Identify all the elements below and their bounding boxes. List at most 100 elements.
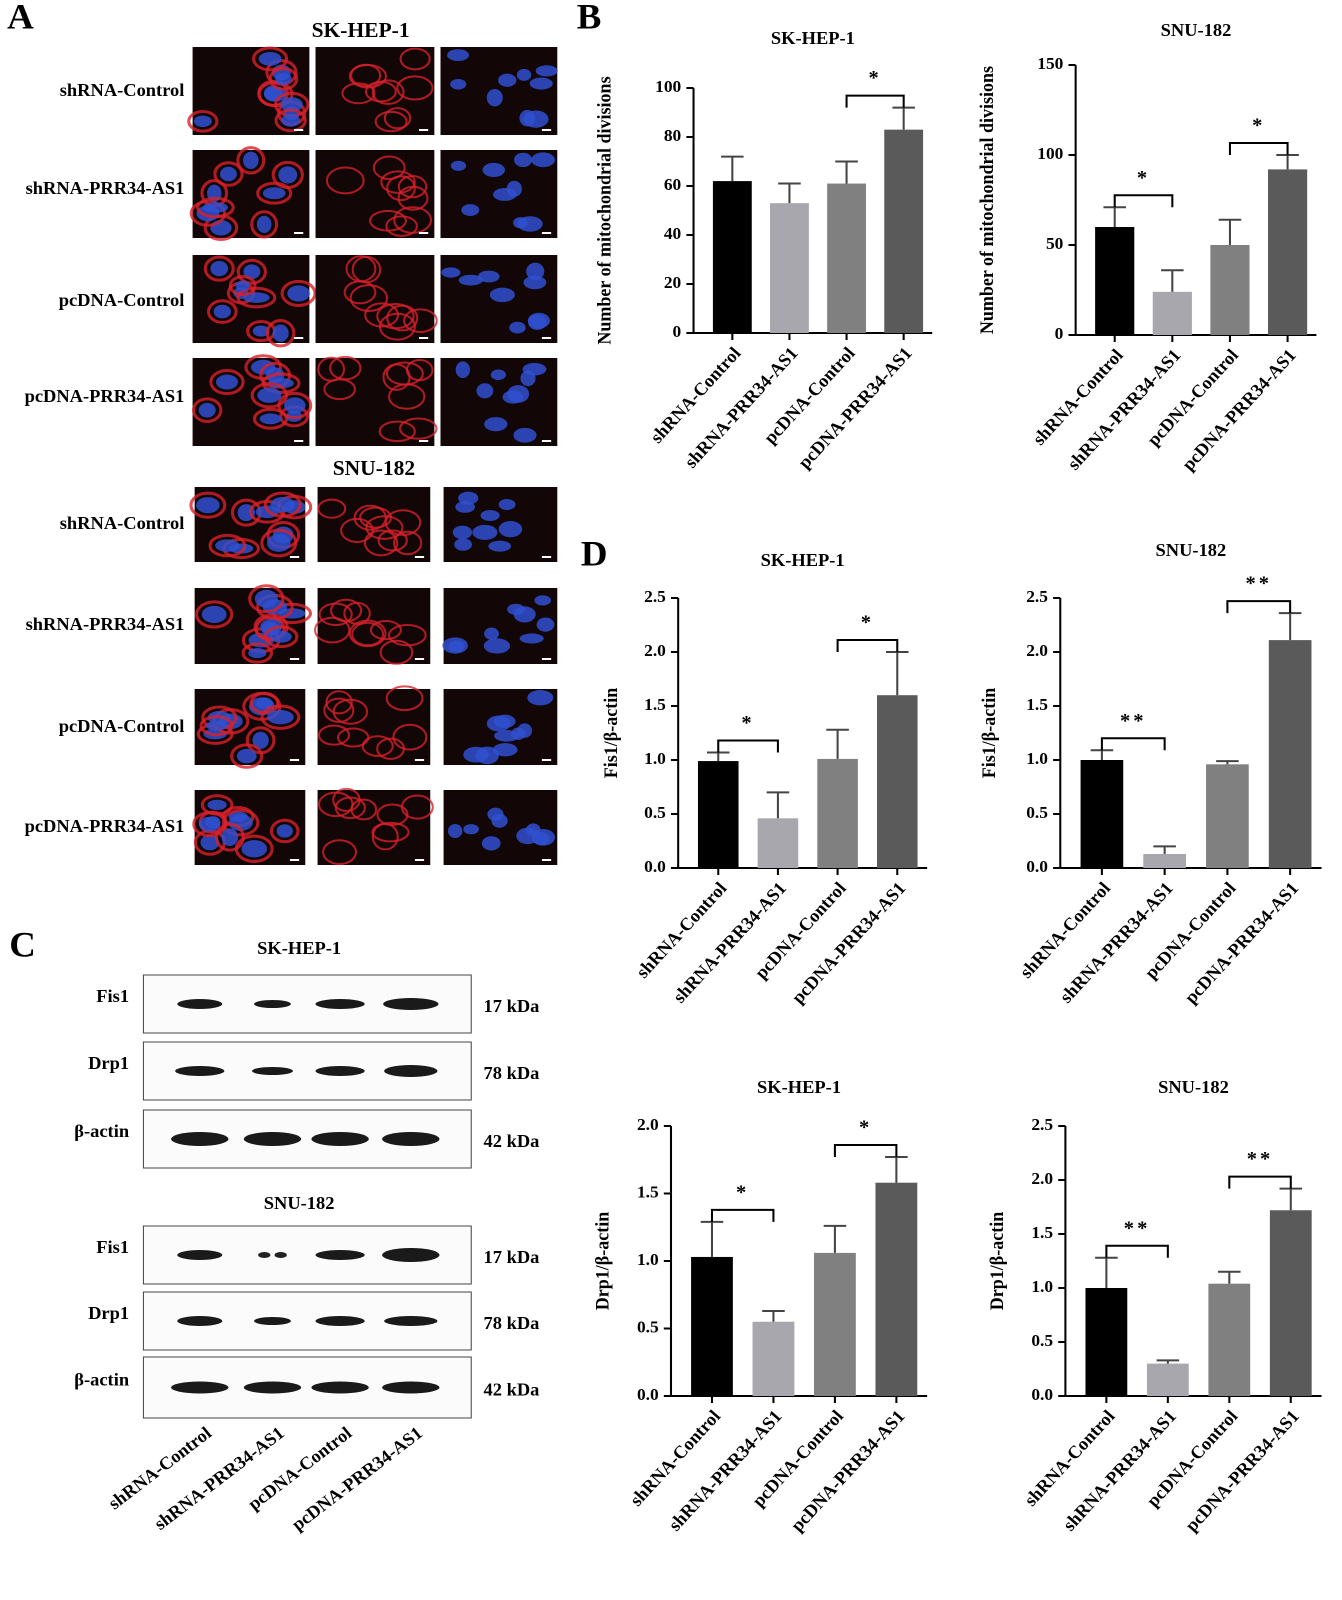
size-label: 17 kDa	[484, 996, 540, 1016]
mito-stain	[353, 504, 387, 531]
error-bar	[1153, 845, 1176, 854]
mito-stain	[230, 743, 264, 769]
mito-stain	[206, 299, 238, 324]
significance-bracket	[1100, 737, 1166, 751]
chart-title: SK-HEP-1	[761, 550, 845, 570]
mito-stain	[372, 155, 406, 180]
chart-title: SNU-182	[1158, 1077, 1229, 1097]
scale-bar	[294, 129, 304, 131]
bar	[884, 129, 924, 333]
mito-stain	[385, 685, 424, 712]
band	[384, 1316, 438, 1326]
mito-stain	[323, 697, 355, 723]
scale-bar	[541, 859, 552, 861]
micrograph	[317, 685, 431, 765]
nucleus	[461, 204, 480, 216]
mito-stain	[271, 160, 304, 190]
significance-label: **	[1245, 573, 1272, 595]
y-tick-label: 0.5	[1031, 1331, 1053, 1350]
nucleus	[270, 496, 296, 513]
bar	[757, 818, 799, 868]
nucleus	[198, 402, 216, 418]
nucleus	[527, 690, 554, 706]
lane-label: pcDNA-PRR34-AS1	[288, 1423, 426, 1535]
mito-stain	[371, 821, 410, 843]
band	[252, 1067, 293, 1075]
mito-stain	[221, 808, 260, 837]
size-label: 17 kDa	[484, 1247, 540, 1267]
scale-bar	[289, 658, 300, 660]
bar	[1267, 169, 1308, 335]
row-label: pcDNA-Control	[59, 290, 185, 310]
nucleus	[526, 262, 545, 281]
mito-stain	[317, 498, 347, 519]
scale-bar	[541, 129, 552, 131]
nucleus	[262, 187, 286, 200]
micrograph	[442, 588, 558, 664]
y-axis-label: Fis1/β-actin	[601, 688, 621, 778]
nucleus	[472, 524, 498, 540]
nucleus	[531, 152, 555, 168]
mito-stain	[317, 724, 350, 746]
significance-label: *	[859, 1117, 872, 1139]
nucleus	[258, 52, 282, 66]
mito-stain	[350, 63, 382, 88]
significance-label: **	[1247, 1148, 1274, 1170]
mito-stain	[337, 727, 370, 748]
mito-stain	[393, 530, 423, 556]
significance-label: **	[1124, 1218, 1151, 1240]
micrograph-bg	[317, 689, 431, 765]
mito-stain	[392, 723, 428, 751]
size-label: 42 kDa	[484, 1380, 540, 1400]
scale-bar	[414, 759, 425, 761]
row-label: shRNA-Control	[60, 80, 185, 100]
mito-stain	[364, 302, 399, 328]
nucleus	[450, 78, 467, 90]
nucleus	[489, 287, 515, 303]
microscopy-title: SNU-182	[333, 456, 415, 480]
significance-bracket	[717, 739, 779, 753]
mito-stain	[399, 417, 438, 440]
mito-stain	[325, 690, 353, 715]
bar	[827, 183, 866, 333]
nucleus	[480, 509, 500, 521]
error-bar	[1095, 1256, 1118, 1288]
band	[177, 1250, 223, 1260]
nucleus	[478, 270, 500, 283]
micrograph	[192, 255, 317, 348]
nucleus	[260, 619, 283, 635]
mito-stain	[263, 491, 302, 518]
mito-stain	[378, 420, 416, 443]
micrograph	[314, 588, 431, 665]
nucleus	[498, 499, 516, 511]
nucleus	[455, 361, 471, 379]
nucleus	[517, 723, 533, 738]
nucleus	[216, 374, 238, 390]
mito-stain	[189, 200, 227, 227]
y-tick-label: 0	[1055, 324, 1064, 343]
x-tick-label: pcDNA-PRR34-AS1	[1178, 345, 1300, 474]
y-axis-label: Fis1/β-actin	[979, 688, 999, 778]
mito-stain	[317, 356, 346, 382]
x-tick-label: shRNA-PRR34-AS1	[664, 1406, 785, 1534]
bar	[876, 695, 918, 868]
nucleus	[491, 813, 508, 828]
mito-stain	[322, 839, 358, 866]
mito-stain	[388, 623, 427, 647]
y-tick-label: 2.0	[1031, 1169, 1053, 1188]
mito-stain	[265, 318, 296, 348]
error-bar	[1279, 1187, 1303, 1211]
mito-stain	[236, 258, 267, 285]
y-axis-label: Number of mitochondrial divisions	[595, 76, 615, 344]
significance-bracket	[1105, 1244, 1169, 1258]
bar	[770, 203, 809, 333]
error-bar	[892, 106, 915, 130]
mito-stain	[369, 619, 402, 641]
band	[383, 998, 439, 1010]
error-bar	[1276, 154, 1299, 170]
nucleus	[490, 369, 506, 381]
row-label: pcDNA-PRR34-AS1	[25, 386, 185, 406]
nucleus	[523, 275, 547, 290]
x-tick-label: shRNA-PRR34-AS1	[669, 878, 790, 1006]
protein-label: Fis1	[96, 986, 129, 1006]
